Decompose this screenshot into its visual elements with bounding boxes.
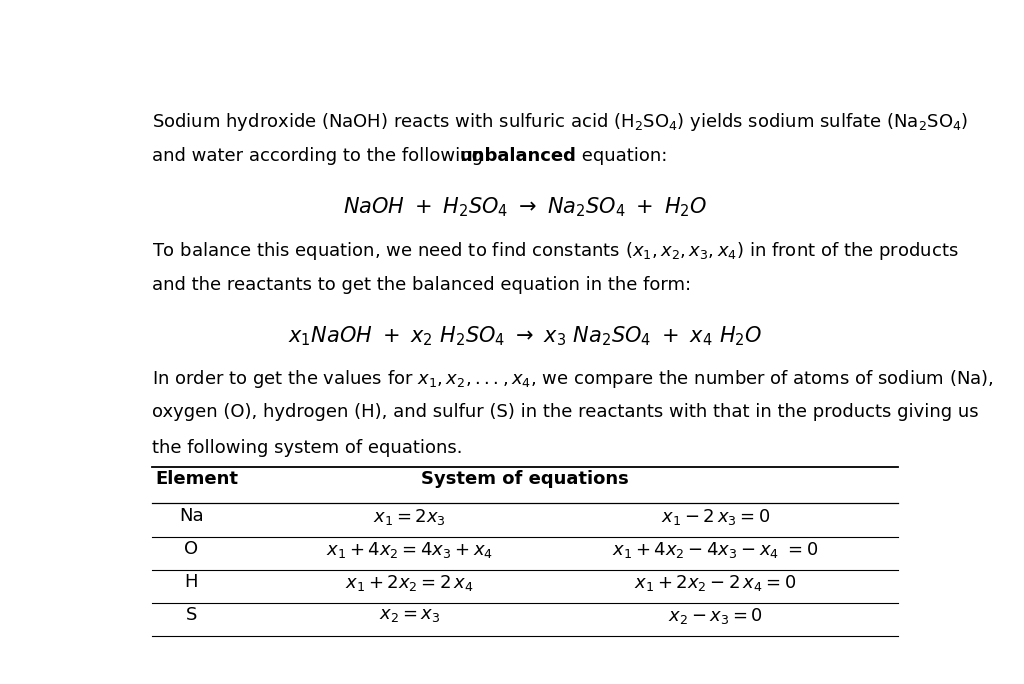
Text: $x_1 - 2\,x_3 = 0$: $x_1 - 2\,x_3 = 0$ (660, 507, 770, 527)
Text: O: O (184, 540, 199, 557)
Text: and water according to the following: and water according to the following (152, 147, 488, 165)
Text: Na: Na (179, 507, 204, 525)
Text: $x_1 + 4x_2 = 4x_3 + x_4$: $x_1 + 4x_2 = 4x_3 + x_4$ (327, 540, 494, 560)
Text: and the reactants to get the balanced equation in the form:: and the reactants to get the balanced eq… (152, 276, 691, 294)
Text: Element: Element (156, 470, 239, 488)
Text: System of equations: System of equations (421, 470, 629, 488)
Text: the following system of equations.: the following system of equations. (152, 439, 462, 457)
Text: To balance this equation, we need to find constants ($x_1, x_2, x_3, x_4$) in fr: To balance this equation, we need to fin… (152, 240, 958, 262)
Text: equation:: equation: (577, 147, 668, 165)
Text: $x_2 - x_3 = 0$: $x_2 - x_3 = 0$ (668, 606, 763, 626)
Text: S: S (185, 606, 198, 624)
Text: $x_1 + 2x_2 = 2\,x_4$: $x_1 + 2x_2 = 2\,x_4$ (345, 573, 474, 593)
Text: unbalanced: unbalanced (460, 147, 577, 165)
Text: $\mathit{NaOH}\ +\ H_2SO_4\ \rightarrow\ Na_2SO_4\ +\ H_2O$: $\mathit{NaOH}\ +\ H_2SO_4\ \rightarrow\… (343, 196, 707, 219)
Text: Sodium hydroxide (NaOH) reacts with sulfuric acid (H$_2$SO$_4$) yields sodium su: Sodium hydroxide (NaOH) reacts with sulf… (152, 111, 968, 133)
Text: $x_1 = 2x_3$: $x_1 = 2x_3$ (374, 507, 446, 527)
Text: $x_1\mathit{NaOH}\ +\ x_2\ H_2SO_4\ \rightarrow\ x_3\ Na_2SO_4\ +\ x_4\ H_2O$: $x_1\mathit{NaOH}\ +\ x_2\ H_2SO_4\ \rig… (288, 324, 762, 348)
Text: $x_2 = x_3$: $x_2 = x_3$ (379, 606, 440, 624)
Text: $x_1 + 4x_2 - 4x_3 - x_4\ = 0$: $x_1 + 4x_2 - 4x_3 - x_4\ = 0$ (612, 540, 818, 560)
Text: H: H (184, 573, 199, 591)
Text: In order to get the values for $x_1, x_2, ..., x_4$, we compare the number of at: In order to get the values for $x_1, x_2… (152, 367, 993, 390)
Text: oxygen (O), hydrogen (H), and sulfur (S) in the reactants with that in the produ: oxygen (O), hydrogen (H), and sulfur (S)… (152, 404, 979, 421)
Text: $x_1 + 2x_2 - 2\,x_4 = 0$: $x_1 + 2x_2 - 2\,x_4 = 0$ (634, 573, 797, 593)
